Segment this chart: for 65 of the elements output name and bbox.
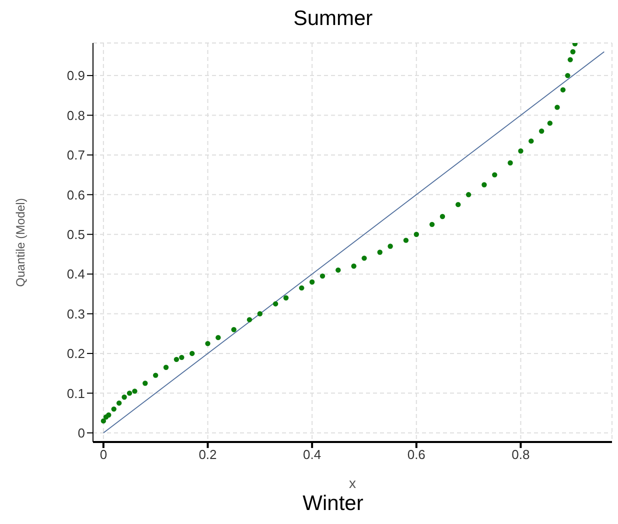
- point: [142, 380, 148, 386]
- y-tick-label: 0.1: [66, 386, 85, 401]
- y-tick-label: 0.8: [66, 108, 85, 123]
- point: [205, 340, 210, 346]
- point: [466, 192, 472, 198]
- point: [100, 418, 106, 424]
- point: [554, 104, 560, 110]
- x-tick-label: 0.2: [198, 447, 217, 462]
- point: [272, 301, 278, 306]
- x-tick-label: 0.4: [303, 447, 322, 462]
- point: [570, 49, 576, 54]
- point: [429, 222, 435, 228]
- point: [538, 128, 544, 134]
- point: [456, 202, 461, 208]
- point: [126, 390, 132, 396]
- y-tick-label: 0.2: [66, 346, 85, 362]
- x-tick-label: 0.6: [407, 447, 426, 462]
- point: [362, 256, 367, 261]
- point: [568, 57, 573, 62]
- y-tick-label: 0.9: [66, 68, 85, 84]
- x-axis-title: x: [349, 475, 356, 491]
- x-tick-label: 0: [100, 447, 108, 462]
- point: [190, 350, 195, 356]
- point: [565, 72, 570, 78]
- text: Winter: [302, 492, 364, 516]
- chart-title: Summer: [292, 7, 374, 32]
- point: [116, 400, 122, 406]
- point: [528, 138, 534, 144]
- point: [216, 334, 221, 340]
- point: [122, 394, 127, 400]
- point: [336, 267, 341, 273]
- point: [547, 120, 553, 126]
- point: [283, 295, 289, 300]
- point: [320, 273, 326, 279]
- point: [351, 264, 356, 269]
- point: [152, 372, 158, 378]
- y-tick-label: 0.3: [66, 306, 85, 322]
- point: [403, 238, 409, 243]
- point: [508, 160, 513, 166]
- y-tick-label: 0.5: [66, 226, 85, 242]
- point: [106, 412, 112, 418]
- point: [309, 279, 315, 285]
- y-tick-label: 0: [78, 425, 85, 440]
- point: [482, 182, 487, 188]
- y-tick-label: 0.6: [66, 187, 85, 202]
- point: [299, 285, 304, 291]
- point: [388, 244, 393, 249]
- point: [440, 214, 446, 220]
- point: [560, 87, 566, 92]
- point: [492, 172, 498, 178]
- x-tick-label: 0.8: [512, 447, 530, 462]
- point: [246, 317, 252, 322]
- point: [414, 232, 419, 237]
- point: [111, 406, 116, 412]
- point: [179, 354, 184, 360]
- point: [377, 250, 382, 255]
- y-tick-label: 0.4: [66, 266, 85, 282]
- y-axis-title: Quantile (Model): [13, 198, 28, 287]
- point: [174, 356, 180, 362]
- point: [231, 327, 236, 332]
- point: [163, 364, 169, 370]
- y-tick-label: 0.7: [66, 148, 85, 163]
- point: [518, 148, 524, 154]
- point: [257, 311, 263, 316]
- point: [132, 388, 138, 394]
